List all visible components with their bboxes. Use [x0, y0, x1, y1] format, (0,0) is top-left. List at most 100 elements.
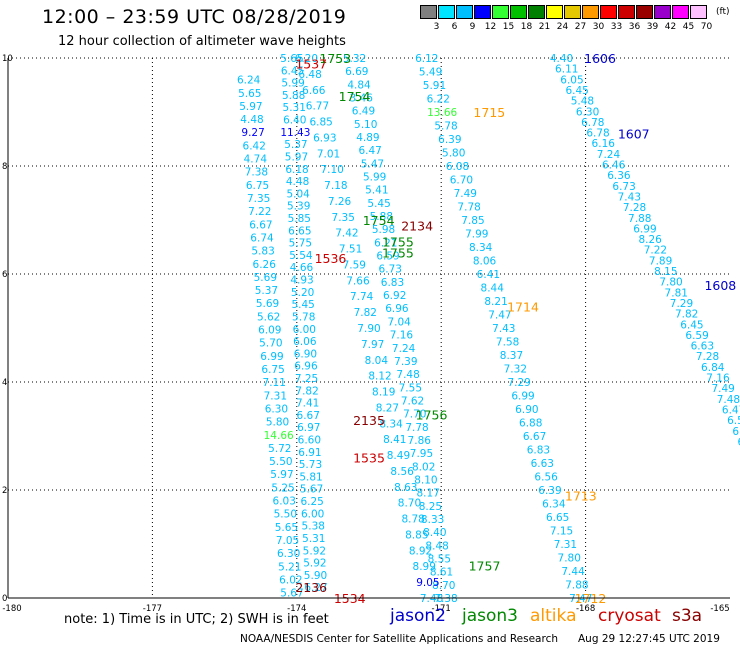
legend-swatch-30: [582, 5, 599, 19]
wave-height-value: 6.27: [304, 582, 327, 594]
wave-height-value: 5.37: [284, 139, 307, 151]
wave-height-value: 6.21: [374, 237, 397, 249]
wave-height-value: 7.88: [565, 580, 588, 592]
wave-height-value: 5.21: [278, 561, 301, 573]
pass-time-label: 1537: [295, 56, 327, 71]
wave-height-value: 5.47: [361, 158, 384, 170]
wave-height-value: 7.28: [623, 202, 646, 214]
wave-height-value: 7.48: [420, 593, 443, 605]
wave-height-value: 7.49: [711, 383, 734, 395]
legend-swatch-42: [654, 5, 671, 19]
wave-height-value: 7.22: [248, 206, 271, 218]
wave-height-value: 6.59: [376, 251, 399, 263]
legend-unit: (ft): [716, 7, 730, 17]
wave-height-value: 8.92: [409, 545, 432, 557]
legend-swatch-18: [510, 5, 527, 19]
track: 6.125.495.916.2213.665.786.395.806.086.7…: [415, 53, 592, 605]
wave-height-value: 8.27: [376, 402, 399, 414]
wave-height-value: 5.32: [343, 53, 366, 65]
y-tick-label: 2: [2, 486, 7, 496]
pass-time-label: 1754: [363, 213, 395, 228]
wave-height-value: 5.65: [275, 522, 298, 534]
wave-height-value: 7.25: [295, 373, 318, 385]
wave-height-value: 5.45: [291, 299, 314, 311]
wave-height-value: 7.38: [245, 167, 268, 179]
y-tick-label: 6: [2, 270, 7, 280]
wave-height-value: 6.67: [249, 219, 272, 231]
wave-height-value: 7.70: [403, 409, 426, 421]
wave-height-value: 6.82: [738, 436, 740, 448]
wave-height-value: 5.73: [299, 459, 322, 471]
wave-height-value: 6.70: [450, 175, 473, 187]
wave-height-value: 6.30: [265, 403, 288, 415]
wave-height-value: 5.65: [238, 88, 261, 100]
pass-time-label: 1607: [618, 127, 650, 142]
legend-label-70: 70: [700, 22, 713, 32]
wave-height-value: 5.80: [442, 148, 465, 160]
legend-label-27: 27: [574, 22, 587, 32]
wave-height-value: 6.05: [560, 74, 583, 86]
wave-height-value: 5.31: [302, 533, 325, 545]
wave-height-value: 5.20: [291, 287, 314, 299]
wave-height-value: 7.95: [410, 448, 433, 460]
wave-height-value: 5.45: [367, 198, 390, 210]
wave-height-value: 8.70: [398, 498, 421, 510]
wave-height-value: 6.59: [685, 330, 708, 342]
wave-height-value: 5.10: [354, 119, 377, 131]
legend-label-42: 42: [664, 22, 677, 32]
wave-height-value: 5.41: [365, 185, 388, 197]
wave-height-value: 5.62: [257, 311, 280, 323]
wave-height-value: 6.49: [352, 106, 375, 118]
wave-height-value: 6.39: [538, 485, 561, 497]
wave-height-value: 7.01: [317, 148, 340, 160]
wave-height-value: 7.78: [457, 202, 480, 214]
wave-height-value: 6.65: [288, 225, 311, 237]
wave-height-value: 5.70: [259, 338, 282, 350]
wave-height-value: 6.88: [519, 418, 542, 430]
wave-height-value: 5.99: [363, 172, 386, 184]
y-tick-label: 4: [2, 378, 7, 388]
wave-height-value: 6.99: [260, 351, 283, 363]
wave-height-value: 6.20: [295, 53, 318, 65]
wave-height-value: 6.39: [438, 134, 461, 146]
legend-label-12: 12: [484, 22, 497, 32]
y-tick-label: 0: [2, 594, 7, 604]
pass-time-label: 1756: [416, 407, 448, 422]
wave-height-value: 7.29: [670, 298, 693, 310]
wave-height-value: 8.85: [405, 529, 428, 541]
wave-height-value: 5.88: [370, 211, 393, 223]
wave-height-value: 8.41: [383, 434, 406, 446]
pass-time-label: 1713: [565, 488, 597, 503]
legend-swatch-39: [636, 5, 653, 19]
wave-height-value: 7.99: [465, 229, 488, 241]
wave-height-value: 6.63: [531, 458, 554, 470]
x-tick-label: -168: [576, 604, 595, 614]
pass-time-label: 2136: [295, 580, 327, 595]
wave-height-value: 6.67: [523, 431, 546, 443]
wave-height-value: 7.48: [717, 394, 740, 406]
wave-height-value: 5.97: [270, 469, 293, 481]
pass-time-label: 2135: [353, 413, 385, 428]
satellite-jason2: jason2: [390, 606, 446, 626]
wave-height-value: 14.66: [264, 430, 294, 442]
wave-height-value: 7.90: [357, 323, 380, 335]
wave-height-value: 6.73: [379, 264, 402, 276]
wave-height-value: 6.69: [345, 66, 368, 78]
legend-swatch-70: [690, 5, 707, 19]
y-tick-label: 8: [2, 162, 7, 172]
wave-height-value: 6.77: [306, 101, 329, 113]
wave-height-value: 8.34: [469, 242, 493, 254]
wave-height-value: 6.45: [680, 319, 703, 331]
wave-height-value: 6.75: [246, 180, 269, 192]
wave-height-value: 6.25: [300, 496, 323, 508]
wave-height-value: 8.04: [365, 355, 389, 367]
wave-height-value: 6.00: [293, 324, 316, 336]
wave-height-value: 6.93: [313, 132, 336, 144]
pass-time-label: 1715: [473, 105, 505, 120]
wave-height-value: 5.49: [419, 67, 442, 79]
wave-height-value: 7.24: [392, 343, 416, 355]
wave-height-value: 6.78: [581, 117, 604, 129]
pass-time-label: 1608: [704, 278, 736, 293]
wave-height-value: 5.65: [280, 53, 303, 65]
page-subtitle: 12 hour collection of altimeter wave hei…: [58, 34, 346, 49]
